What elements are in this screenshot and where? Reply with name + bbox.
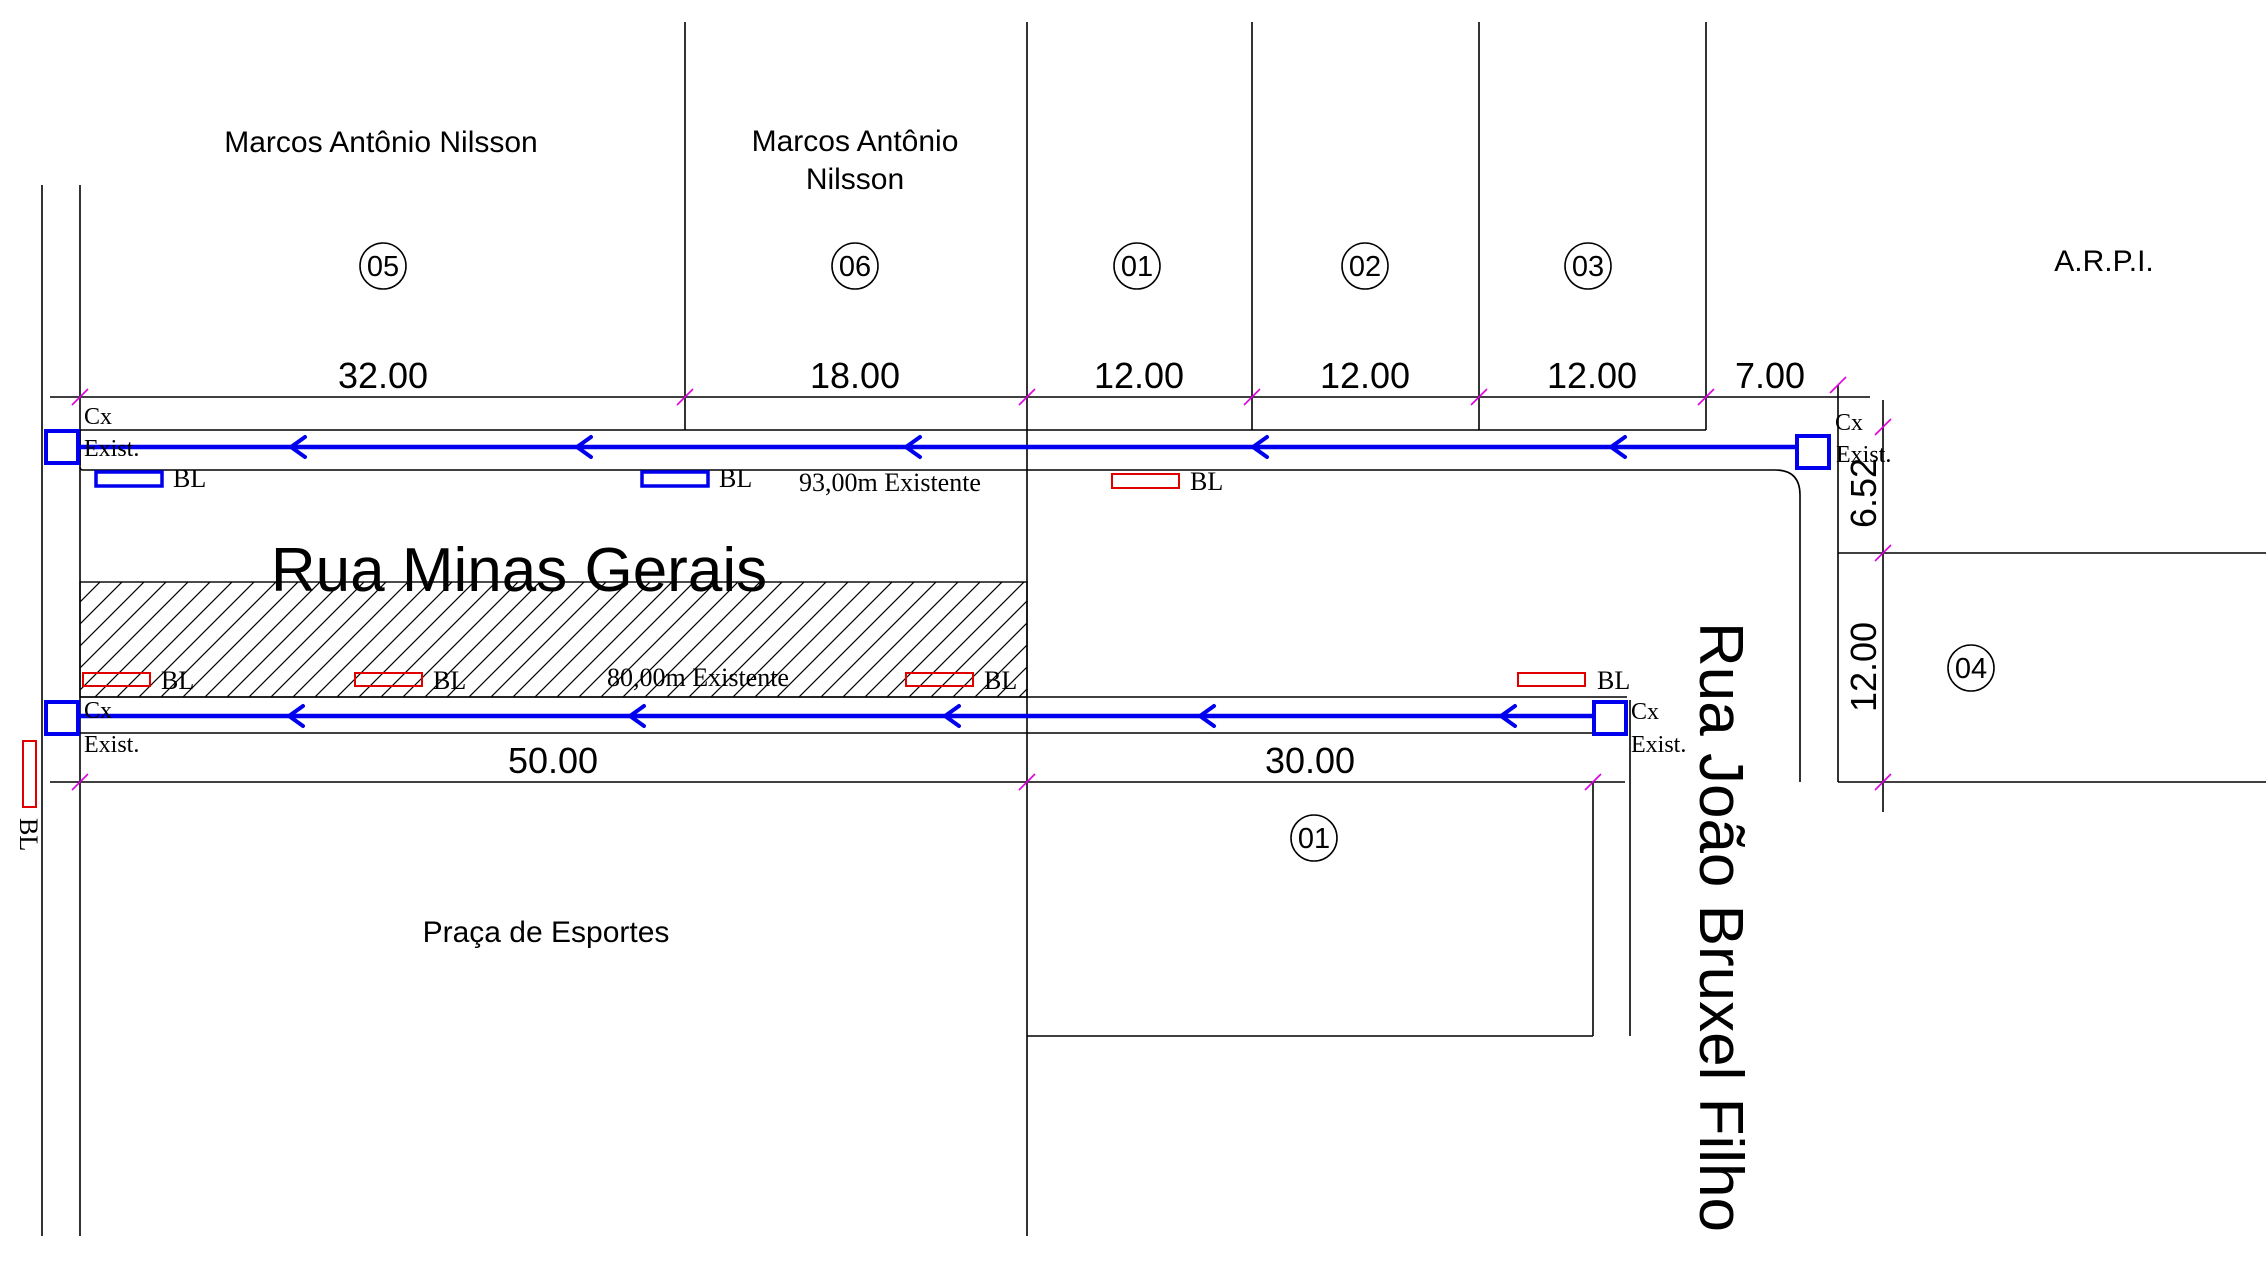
lot-01-bottom: 01 bbox=[1298, 823, 1330, 855]
inlet-new-5 bbox=[1517, 672, 1586, 687]
box-top-left bbox=[44, 429, 80, 465]
cx-label-bottom-right: Cx bbox=[1631, 699, 1659, 725]
inlet-existing-2 bbox=[640, 470, 710, 488]
exist-label-top-left: Exist. bbox=[84, 436, 139, 462]
lot-04: 04 bbox=[1955, 653, 1987, 685]
box-bottom-left bbox=[44, 700, 80, 736]
lot-03: 03 bbox=[1572, 251, 1604, 283]
exist-label-bottom-left: Exist. bbox=[84, 732, 139, 758]
inlet-new-1 bbox=[1111, 473, 1180, 489]
lot-06: 06 bbox=[839, 251, 871, 283]
inlet-label-4: BL bbox=[161, 666, 194, 695]
owner-labels: Marcos Antônio Nilsson Marcos Antônio Ni… bbox=[224, 125, 2153, 949]
dim-top-2: 18.00 bbox=[810, 355, 900, 396]
street-joao-bruxel: Rua João Bruxel Filho bbox=[1686, 622, 1755, 1232]
dim-bottom-1: 50.00 bbox=[508, 740, 598, 781]
box-bottom-right bbox=[1592, 700, 1628, 736]
inlet-existing-1 bbox=[94, 470, 164, 488]
top-dimensions: 32.00 18.00 12.00 12.00 12.00 7.00 bbox=[338, 355, 1805, 396]
dimension-ticks bbox=[71, 376, 1892, 791]
hatched-area bbox=[79, 581, 1028, 698]
pipe-top-length: 93,00m Existente bbox=[799, 468, 981, 497]
street-minas-gerais: Rua Minas Gerais bbox=[271, 536, 767, 605]
pipe-bottom-length: 80,00m Existente bbox=[607, 663, 789, 692]
inlet-label-5: BL bbox=[433, 666, 466, 695]
cx-label-bottom-left: Cx bbox=[84, 698, 112, 724]
owner-lot06-line1: Marcos Antônio bbox=[752, 125, 959, 158]
dim-top-3: 12.00 bbox=[1094, 355, 1184, 396]
bottom-dimensions: 50.00 30.00 bbox=[508, 740, 1355, 781]
inspection-boxes bbox=[44, 429, 1831, 736]
lot-lines bbox=[41, 22, 2266, 1236]
inlet-label-3: BL bbox=[1190, 467, 1223, 496]
inlet-new-3 bbox=[354, 672, 423, 687]
inlet-label-2: BL bbox=[719, 464, 752, 493]
dim-bottom-2: 30.00 bbox=[1265, 740, 1355, 781]
dim-top-6: 7.00 bbox=[1735, 355, 1805, 396]
dim-right-1: 6.52 bbox=[1843, 458, 1884, 528]
owner-lot05: Marcos Antônio Nilsson bbox=[224, 126, 537, 159]
owner-lot06-line2: Nilsson bbox=[806, 163, 904, 196]
dim-top-1: 32.00 bbox=[338, 355, 428, 396]
inlet-new-2 bbox=[82, 672, 151, 687]
box-labels: Cx Exist. Cx Exist. Cx Exist. Cx Exist. bbox=[84, 404, 1891, 758]
pipe-bottom bbox=[62, 704, 1608, 728]
inlets: BL BL BL BL BL BL BL BL bbox=[14, 464, 1630, 851]
dim-top-5: 12.00 bbox=[1547, 355, 1637, 396]
lot-02: 02 bbox=[1349, 251, 1381, 283]
right-dimensions: 6.52 12.00 bbox=[1843, 458, 1884, 712]
inlet-label-7: BL bbox=[1597, 666, 1630, 695]
pipe-top bbox=[62, 435, 1800, 459]
owner-arpi: A.R.P.I. bbox=[2054, 245, 2154, 278]
praca-label: Praça de Esportes bbox=[423, 916, 670, 949]
dim-top-4: 12.00 bbox=[1320, 355, 1410, 396]
box-top-right bbox=[1795, 434, 1831, 470]
inlet-new-6 bbox=[22, 740, 37, 808]
dim-right-2: 12.00 bbox=[1843, 622, 1884, 712]
lot-05: 05 bbox=[367, 251, 399, 283]
inlet-label-1: BL bbox=[173, 464, 206, 493]
inlet-label-8: BL bbox=[14, 818, 43, 851]
exist-label-bottom-right: Exist. bbox=[1631, 732, 1686, 758]
lot-01-top: 01 bbox=[1121, 251, 1153, 283]
cx-label-top-left: Cx bbox=[84, 404, 112, 430]
lot-numbers: 05 06 01 02 03 04 01 bbox=[359, 242, 1995, 862]
inlet-new-4 bbox=[905, 672, 974, 687]
exist-label-top-right: Exist. bbox=[1836, 442, 1891, 468]
inlet-label-6: BL bbox=[984, 666, 1017, 695]
cx-label-top-right: Cx bbox=[1835, 410, 1863, 436]
